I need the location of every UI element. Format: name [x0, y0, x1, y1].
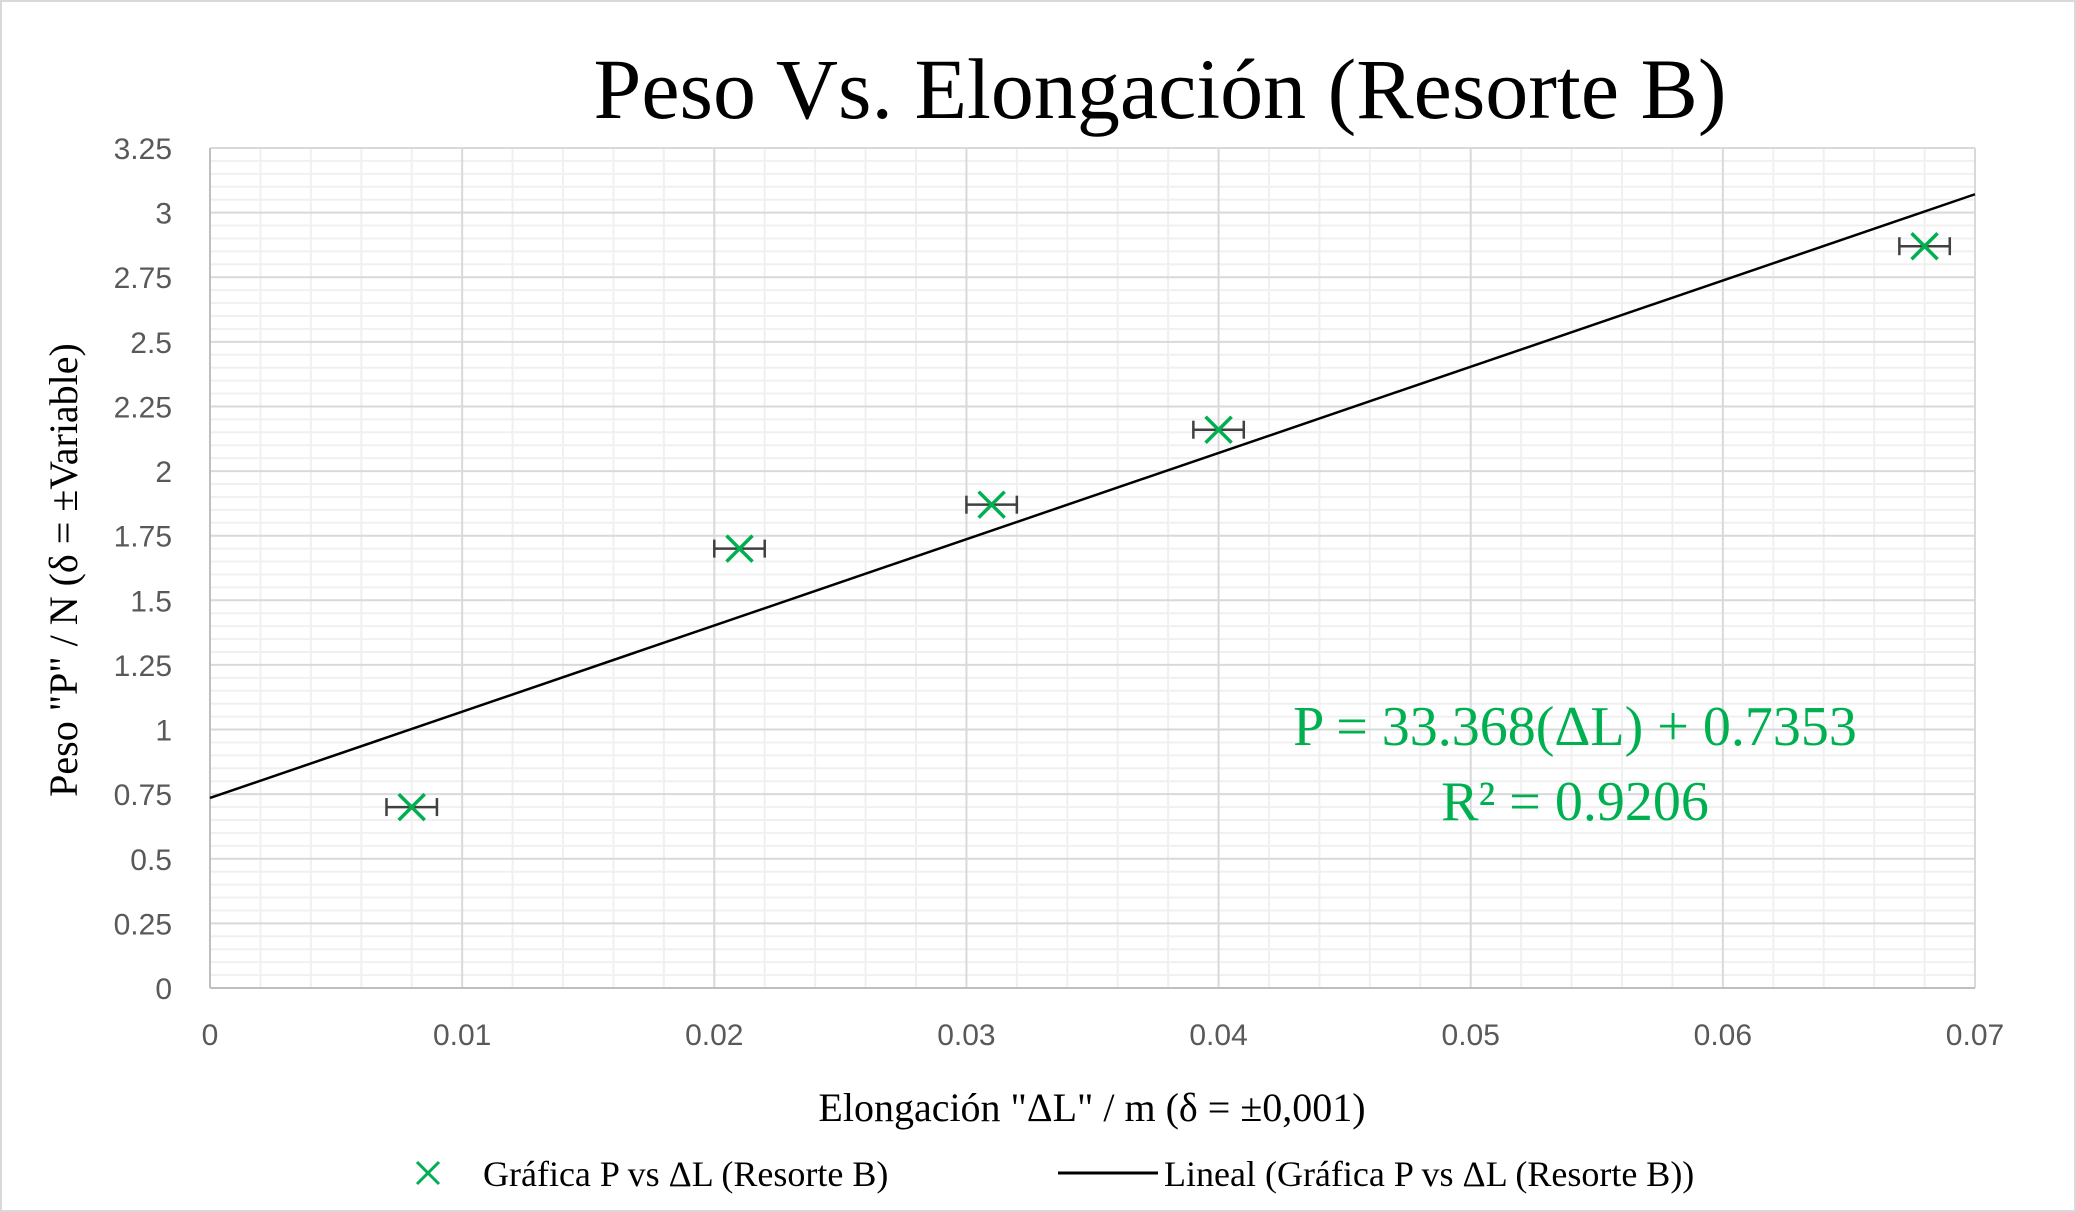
- x-tick-label: 0.04: [1189, 1019, 1247, 1052]
- trendline-layer: [209, 193, 1976, 800]
- x-tick-label: 0.07: [1946, 1019, 2004, 1052]
- x-tick-label: 0.02: [685, 1019, 743, 1052]
- legend: Gráfica P vs ΔL (Resorte B) Lineal (Gráf…: [415, 1154, 1694, 1194]
- y-tick-label: 1.75: [114, 521, 172, 554]
- x-axis-title: Elongación "ΔL" / m (δ = ±0,001): [818, 1085, 1365, 1130]
- y-tick-label: 1: [155, 715, 172, 748]
- trendline: [209, 193, 1976, 800]
- y-tick-label: 2.25: [114, 391, 172, 424]
- data-point: [1204, 415, 1233, 444]
- data-point: [725, 534, 754, 563]
- x-tick-label: 0: [202, 1019, 219, 1052]
- x-tick-label: 0.01: [433, 1019, 491, 1052]
- data-point: [1910, 231, 1939, 261]
- data-point: [397, 792, 426, 822]
- x-tick-label: 0.03: [937, 1019, 995, 1052]
- data-point: [977, 490, 1006, 519]
- chart-title: Peso Vs. Elongación (Resorte B): [594, 41, 1727, 137]
- y-tick-label: 3.25: [114, 133, 172, 166]
- x-tick-label: 0.05: [1442, 1019, 1500, 1052]
- y-tick-label: 1.5: [130, 585, 172, 618]
- legend-marker-x-icon: [415, 1160, 441, 1186]
- y-tick-label: 0.25: [114, 908, 172, 941]
- x-tick-labels: 0 0.01 0.02 0.03 0.04 0.05 0.06 0.07: [202, 1019, 2005, 1052]
- y-tick-label: 0.75: [114, 779, 172, 812]
- axes: [209, 148, 1975, 989]
- x-tick-label: 0.06: [1694, 1019, 1752, 1052]
- trendline-equation: P = 33.368(ΔL) + 0.7353: [1293, 696, 1857, 758]
- y-tick-label: 2: [155, 456, 172, 489]
- y-tick-label: 3: [155, 198, 172, 231]
- legend-label-data-series: Gráfica P vs ΔL (Resorte B): [483, 1154, 888, 1194]
- minor-gridlines: [210, 148, 1975, 988]
- y-tick-label: 0: [155, 973, 172, 1006]
- y-tick-label: 2.75: [114, 262, 172, 295]
- r-squared-label: R² = 0.9206: [1441, 771, 1709, 833]
- y-tick-label: 1.25: [114, 650, 172, 683]
- y-axis-title: Peso "P" / N (δ = ±Variable): [41, 343, 86, 797]
- legend-label-trendline: Lineal (Gráfica P vs ΔL (Resorte B)): [1164, 1154, 1694, 1194]
- y-tick-label: 0.5: [130, 844, 172, 877]
- y-tick-labels: 0 0.25 0.5 0.75 1 1.25 1.5 1.75 2 2.25 2.5 2.75 3 3.2…: [114, 133, 172, 1006]
- data-points: [397, 231, 1939, 822]
- y-tick-label: 2.5: [130, 327, 172, 360]
